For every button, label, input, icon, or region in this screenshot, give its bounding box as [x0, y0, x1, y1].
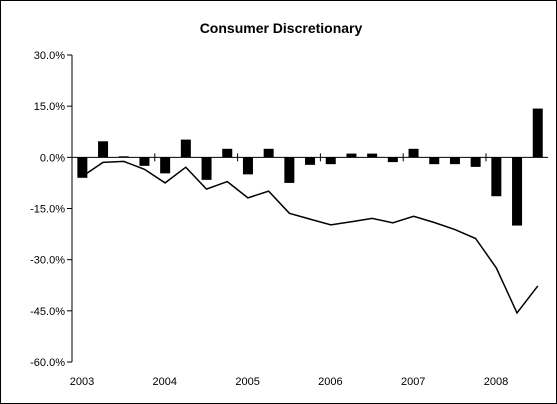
bar — [222, 148, 233, 158]
x-tick-label: 2007 — [401, 376, 425, 388]
bar — [408, 148, 419, 158]
y-tick-label: -60.0% — [30, 357, 65, 369]
bar — [263, 148, 274, 158]
x-tick-label: 2003 — [70, 376, 94, 388]
bar — [532, 108, 543, 158]
y-tick-label: -45.0% — [30, 306, 65, 318]
bar — [77, 157, 88, 178]
bar — [305, 157, 316, 165]
bar — [139, 157, 150, 166]
bar — [118, 156, 129, 158]
y-tick-label: -30.0% — [30, 255, 65, 267]
bar — [160, 157, 171, 174]
bar — [98, 141, 109, 158]
bar — [512, 157, 523, 226]
line-series — [81, 160, 539, 315]
bar — [180, 139, 191, 158]
x-tick-label: 2008 — [484, 376, 508, 388]
chart-title: Consumer Discretionary — [200, 20, 363, 36]
bar — [387, 157, 398, 163]
bar — [346, 153, 357, 158]
y-tick-label: 30.0% — [34, 50, 65, 62]
bar — [201, 157, 212, 180]
bar — [284, 157, 295, 183]
x-tick-label: 2006 — [318, 376, 342, 388]
plot-area: 30.0% 15.0% 0.0% -15.0% -30.0% -45.0% -60.0% 20… — [30, 50, 549, 388]
bar — [325, 157, 336, 165]
bar — [367, 153, 378, 158]
x-tick-label: 2004 — [153, 376, 177, 388]
bar — [449, 157, 460, 165]
bar — [491, 157, 502, 197]
bar — [242, 157, 253, 175]
x-tick-label: 2005 — [235, 376, 259, 388]
bar — [470, 157, 481, 167]
y-tick-label: 0.0% — [40, 152, 65, 164]
bar — [429, 157, 440, 165]
y-tick-label: 15.0% — [34, 101, 65, 113]
y-tick-label: -15.0% — [30, 204, 65, 216]
